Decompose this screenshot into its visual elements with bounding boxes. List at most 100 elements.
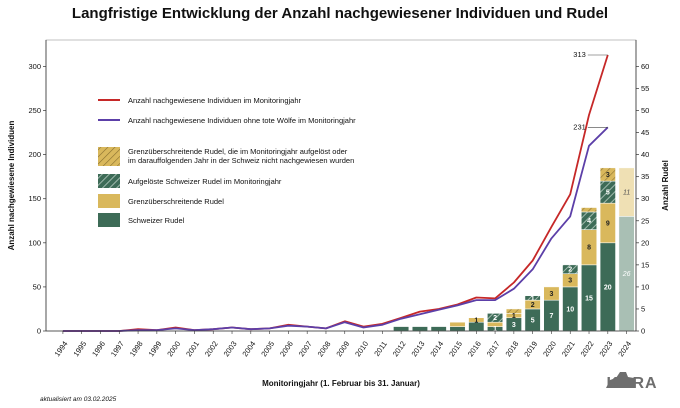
bar-segment bbox=[411, 326, 428, 332]
x-tick-label: 1996 bbox=[90, 339, 107, 358]
y-tick-label-right: 0 bbox=[641, 327, 645, 336]
bar-label: 11 bbox=[623, 190, 630, 197]
bar-label: 20 bbox=[604, 284, 612, 291]
legend-bar-label-line2: im darauffolgenden Jahr in der Schweiz n… bbox=[128, 156, 354, 165]
y-tick-label-left: 50 bbox=[33, 282, 41, 291]
bar-label: 4 bbox=[587, 218, 591, 225]
bar-segment bbox=[449, 321, 466, 327]
bar-label: 2 bbox=[493, 315, 497, 322]
y-tick-label-left: 300 bbox=[28, 62, 41, 71]
y-tick-label-right: 20 bbox=[641, 238, 649, 247]
bar-segment bbox=[524, 295, 541, 301]
x-tick-label: 2004 bbox=[240, 339, 257, 358]
y-tick-label-right: 5 bbox=[641, 304, 645, 313]
y-tick-label-left: 0 bbox=[37, 327, 41, 336]
legend-bar-label: Schweizer Rudel bbox=[128, 216, 185, 225]
bar-label: 3 bbox=[568, 278, 572, 285]
x-tick-label: 2015 bbox=[447, 339, 464, 358]
logo-text: KORA bbox=[606, 375, 657, 392]
legend-bar-swatch bbox=[98, 213, 120, 227]
x-tick-label: 2008 bbox=[316, 339, 333, 358]
legend-bar-label: Grenzüberschreitende Rudel, die im Monit… bbox=[128, 147, 348, 156]
y-axis-label-right: Anzahl Rudel bbox=[661, 160, 670, 211]
bar-label: 5 bbox=[606, 190, 610, 197]
x-tick-label: 1997 bbox=[109, 339, 126, 358]
updated-note: aktualisiert am 03.02.2025 bbox=[40, 396, 117, 403]
x-tick-label: 2007 bbox=[297, 339, 314, 358]
x-tick-label: 2014 bbox=[428, 339, 445, 358]
x-tick-label: 2012 bbox=[391, 339, 408, 358]
x-tick-label: 2011 bbox=[372, 339, 389, 357]
y-tick-label-right: 35 bbox=[641, 172, 649, 181]
annotation-label: 313 bbox=[573, 50, 586, 59]
x-tick-label: 2017 bbox=[485, 339, 502, 358]
bar-label: 1 bbox=[493, 326, 497, 333]
y-tick-label-right: 10 bbox=[641, 282, 649, 291]
bar-label: 15 bbox=[585, 295, 593, 302]
x-tick-label: 2000 bbox=[165, 339, 182, 358]
x-tick-label: 2013 bbox=[410, 339, 427, 358]
bar-segment bbox=[393, 326, 410, 332]
x-tick-label: 2018 bbox=[504, 339, 521, 358]
x-tick-label: 2006 bbox=[278, 339, 295, 358]
x-axis-label: Monitoringjahr (1. Februar bis 31. Janua… bbox=[262, 379, 420, 388]
y-tick-label-right: 25 bbox=[641, 216, 649, 225]
bar-segment bbox=[505, 308, 522, 314]
bar-label: 2 bbox=[568, 267, 572, 274]
legend-bar-label: Grenzüberschreitende Rudel bbox=[128, 197, 224, 206]
lynx-silhouette-icon bbox=[606, 372, 634, 388]
y-tick-label-right: 30 bbox=[641, 194, 649, 203]
x-tick-label: 2019 bbox=[522, 339, 539, 358]
y-tick-label-left: 100 bbox=[28, 238, 41, 247]
bar-label: 9 bbox=[606, 220, 610, 227]
bar-label: 26 bbox=[622, 271, 631, 278]
bar-segment bbox=[487, 313, 504, 323]
bar-segment bbox=[618, 167, 635, 217]
x-tick-label: 1995 bbox=[71, 339, 88, 358]
bar-segment bbox=[449, 326, 466, 332]
y-tick-label-left: 150 bbox=[28, 194, 41, 203]
bar-label: 1 bbox=[531, 295, 535, 302]
x-tick-label: 2001 bbox=[184, 339, 201, 358]
y-tick-label-right: 45 bbox=[641, 128, 649, 137]
annotation-label: 231 bbox=[573, 122, 586, 131]
bar-label: 1 bbox=[474, 317, 478, 324]
x-tick-label: 2016 bbox=[466, 339, 483, 358]
y-tick-label-right: 50 bbox=[641, 106, 649, 115]
bar-segment bbox=[430, 326, 447, 332]
x-tick-label: 1994 bbox=[53, 339, 70, 358]
legend-bar-swatch bbox=[98, 174, 120, 188]
x-tick-label: 2010 bbox=[353, 339, 370, 358]
bar-label: 3 bbox=[549, 291, 553, 298]
bar-label: 10 bbox=[566, 306, 574, 313]
legend: Anzahl nachgewiesene Individuen im Monit… bbox=[98, 96, 356, 227]
x-tick-label: 2024 bbox=[616, 339, 633, 358]
y-tick-label-right: 55 bbox=[641, 84, 649, 93]
x-tick-label: 2003 bbox=[222, 339, 239, 358]
y-tick-label-left: 200 bbox=[28, 150, 41, 159]
x-tick-label: 2021 bbox=[560, 339, 577, 358]
legend-bar-swatch bbox=[98, 194, 120, 208]
x-tick-label: 2005 bbox=[259, 339, 276, 358]
bar-label: 3 bbox=[606, 172, 610, 179]
legend-bar-label: Aufgelöste Schweizer Rudel im Monitoring… bbox=[128, 177, 282, 186]
x-tick-label: 1998 bbox=[128, 339, 145, 358]
bar-label: 2 bbox=[531, 302, 535, 309]
bar-label: 1 bbox=[512, 313, 516, 320]
bar-segment bbox=[543, 286, 560, 301]
x-tick-label: 1999 bbox=[147, 339, 164, 358]
x-tick-label: 2023 bbox=[597, 339, 614, 358]
legend-line-label: Anzahl nachgewiesene Individuen im Monit… bbox=[128, 96, 302, 105]
bar-label: 5 bbox=[531, 317, 535, 324]
bar-segment bbox=[562, 264, 579, 274]
bar-segment bbox=[581, 207, 597, 213]
bar-segment bbox=[468, 317, 485, 323]
y-tick-label-left: 250 bbox=[28, 106, 41, 115]
series-line bbox=[62, 126, 609, 332]
bar-label: 3 bbox=[512, 322, 516, 329]
